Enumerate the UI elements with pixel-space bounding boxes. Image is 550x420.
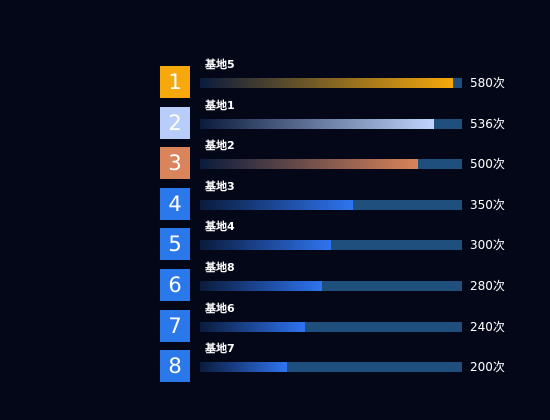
value-label: 350次: [470, 197, 505, 212]
category-label: 基地2: [205, 139, 235, 153]
rank-badge: 3: [160, 147, 190, 180]
bar-row-5: 5 基地4 300次: [0, 220, 550, 261]
category-label: 基地5: [205, 58, 235, 71]
value-label: 240次: [470, 319, 505, 334]
rank-badge: 8: [160, 350, 190, 383]
bar-track: [200, 78, 462, 88]
bar-row-6: 6 基地8 280次: [0, 261, 550, 301]
bar-fill: [200, 78, 454, 88]
rank-badge: 6: [160, 269, 190, 301]
rank-badge: 4: [160, 187, 190, 220]
rank-badge: 5: [160, 228, 190, 261]
bar-row-3: 3 基地2 500次: [0, 139, 550, 180]
bar-track: [200, 362, 462, 373]
category-label: 基地8: [205, 261, 235, 274]
value-label: 580次: [470, 76, 505, 90]
category-label: 基地7: [205, 342, 235, 356]
rank-badge: 7: [160, 309, 190, 342]
category-label: 基地4: [205, 220, 235, 234]
category-label: 基地3: [205, 179, 235, 193]
bar-fill: [200, 362, 288, 373]
bar-row-1: 1 基地5 580次: [0, 58, 550, 98]
category-label: 基地1: [205, 98, 235, 112]
value-label: 536次: [470, 116, 505, 131]
bar-track: [200, 199, 462, 210]
bar-track: [200, 240, 462, 251]
bar-fill: [200, 281, 323, 291]
bar-row-2: 2 基地1 536次: [0, 99, 550, 139]
bar-fill: [200, 321, 305, 332]
bar-track: [200, 321, 462, 332]
bar-fill: [200, 199, 353, 210]
bar-row-4: 4 基地3 350次: [0, 180, 550, 220]
bar-row-8: 8 基地7 200次: [0, 342, 550, 383]
bar-fill: [200, 240, 331, 251]
bar-fill: [200, 118, 435, 129]
rank-badge: 2: [160, 106, 190, 139]
value-label: 500次: [470, 157, 505, 172]
bar-track: [200, 281, 462, 291]
bar-track: [200, 118, 462, 129]
bar-fill: [200, 159, 419, 170]
category-label: 基地6: [205, 301, 235, 315]
value-label: 300次: [470, 238, 505, 253]
value-label: 280次: [470, 279, 505, 293]
value-label: 200次: [470, 360, 505, 375]
rank-badge: 1: [160, 66, 190, 98]
bar-row-7: 7 基地6 240次: [0, 302, 550, 342]
bar-track: [200, 159, 462, 170]
